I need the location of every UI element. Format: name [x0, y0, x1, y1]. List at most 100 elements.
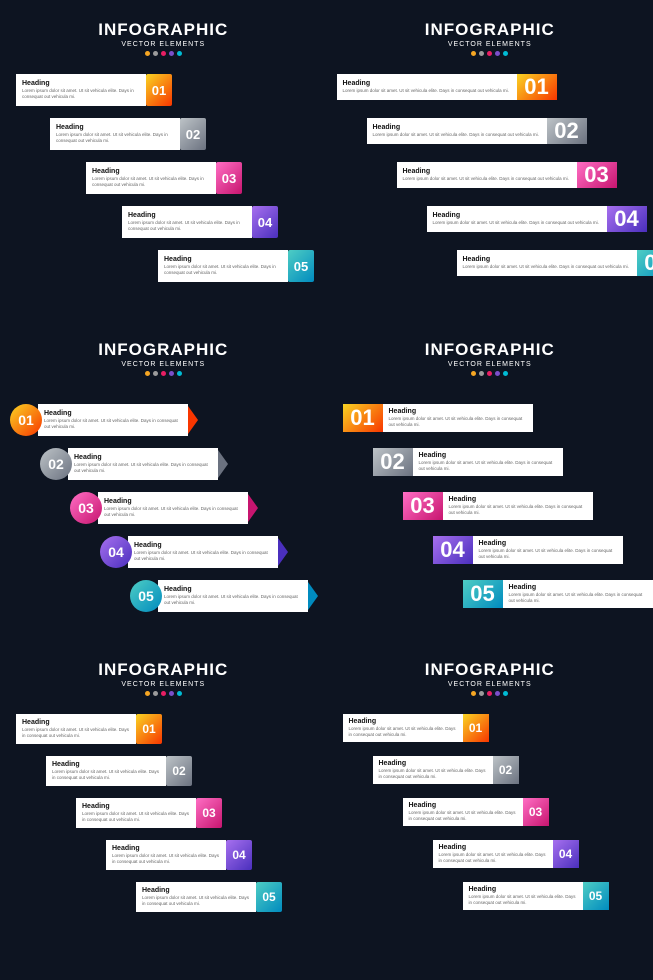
- palette-dot: [177, 371, 182, 376]
- step-number: 02: [166, 756, 192, 786]
- arrow-icon: [278, 538, 288, 566]
- step: HeadingLorem ipsum dolor sit amet. Ut si…: [76, 798, 222, 828]
- step-card: HeadingLorem ipsum dolor sit amet. Ut si…: [50, 118, 180, 150]
- step-body: Lorem ipsum dolor sit amet. Ut sit vehic…: [349, 726, 457, 738]
- step-heading: Heading: [142, 887, 250, 894]
- step: HeadingLorem ipsum dolor sit amet. Ut si…: [373, 756, 519, 784]
- step: 02HeadingLorem ipsum dolor sit amet. Ut …: [40, 448, 228, 480]
- palette-dots: [471, 371, 508, 376]
- step-heading: Heading: [56, 124, 174, 131]
- palette-dot: [169, 51, 174, 56]
- panel-e: INFOGRAPHIC VECTOR ELEMENTS HeadingLorem…: [0, 650, 327, 970]
- arrow-icon: [308, 582, 318, 610]
- palette-dots: [471, 51, 508, 56]
- step-heading: Heading: [128, 212, 246, 219]
- step-heading: Heading: [479, 540, 617, 547]
- step: 04HeadingLorem ipsum dolor sit amet. Ut …: [433, 536, 623, 564]
- step-heading: Heading: [92, 168, 210, 175]
- palette-dot: [487, 691, 492, 696]
- step-number-tab: 05: [288, 250, 314, 282]
- step: 01HeadingLorem ipsum dolor sit amet. Ut …: [10, 404, 198, 436]
- step-heading: Heading: [349, 718, 457, 725]
- step-heading: Heading: [409, 802, 517, 809]
- panel-c: INFOGRAPHIC VECTOR ELEMENTS 01HeadingLor…: [0, 330, 327, 650]
- step: HeadingLorem ipsum dolor sit amet. Ut si…: [457, 250, 653, 276]
- step-card: HeadingLorem ipsum dolor sit amet. Ut si…: [397, 162, 577, 188]
- step-number: 03: [523, 798, 549, 826]
- panel-grid: INFOGRAPHIC VECTOR ELEMENTS HeadingLorem…: [0, 0, 653, 980]
- step-body: Lorem ipsum dolor sit amet. Ut sit vehic…: [164, 264, 282, 276]
- step-heading: Heading: [433, 212, 601, 219]
- palette-dot: [145, 371, 150, 376]
- step-number: 05: [463, 580, 503, 608]
- steps-container: HeadingLorem ipsum dolor sit amet. Ut si…: [327, 714, 653, 970]
- step-body: Lorem ipsum dolor sit amet. Ut sit vehic…: [509, 592, 647, 604]
- step: 03HeadingLorem ipsum dolor sit amet. Ut …: [403, 492, 593, 520]
- step-heading: Heading: [449, 496, 587, 503]
- palette-dot: [471, 691, 476, 696]
- step-body: Lorem ipsum dolor sit amet. Ut sit vehic…: [44, 418, 182, 430]
- arrow-icon: [248, 494, 258, 522]
- step: HeadingLorem ipsum dolor sit amet. Ut si…: [16, 74, 172, 106]
- steps-container: HeadingLorem ipsum dolor sit amet. Ut si…: [0, 74, 327, 330]
- palette-dot: [153, 691, 158, 696]
- steps-container: 01HeadingLorem ipsum dolor sit amet. Ut …: [0, 394, 327, 650]
- step-heading: Heading: [439, 844, 547, 851]
- panel-b: INFOGRAPHIC VECTOR ELEMENTS HeadingLorem…: [327, 10, 653, 330]
- step-card: HeadingLorem ipsum dolor sit amet. Ut si…: [457, 250, 637, 276]
- step-card: HeadingLorem ipsum dolor sit amet. Ut si…: [473, 536, 623, 564]
- step-card: HeadingLorem ipsum dolor sit amet. Ut si…: [86, 162, 216, 194]
- step-number: 03: [577, 162, 617, 188]
- palette-dot: [145, 691, 150, 696]
- step-body: Lorem ipsum dolor sit amet. Ut sit vehic…: [52, 769, 160, 781]
- step: HeadingLorem ipsum dolor sit amet. Ut si…: [343, 714, 489, 742]
- step-body: Lorem ipsum dolor sit amet. Ut sit vehic…: [112, 853, 220, 865]
- step-number-circle: 01: [10, 404, 42, 436]
- step-number: 01: [136, 714, 162, 744]
- palette-dot: [161, 691, 166, 696]
- step-card: HeadingLorem ipsum dolor sit amet. Ut si…: [383, 404, 533, 432]
- step-heading: Heading: [104, 498, 242, 505]
- steps-container: HeadingLorem ipsum dolor sit amet. Ut si…: [327, 74, 653, 330]
- palette-dot: [479, 691, 484, 696]
- palette-dots: [145, 691, 182, 696]
- steps-container: Heading Lorem ipsum dolor sit amet. Ut si…: [0, 714, 327, 970]
- step-card: HeadingLorem ipsum dolor sit amet. Ut si…: [443, 492, 593, 520]
- step-number-tab: 03: [216, 162, 242, 194]
- step-body: Lorem ipsum dolor sit amet. Ut sit vehic…: [373, 132, 541, 138]
- step-card: HeadingLorem ipsum dolor sit amet. Ut si…: [427, 206, 607, 232]
- step-heading: Heading: [134, 542, 272, 549]
- palette-dot: [487, 371, 492, 376]
- step-number-tab: 04: [252, 206, 278, 238]
- step-heading: Heading: [44, 410, 182, 417]
- step-number-circle: 03: [70, 492, 102, 524]
- step-number-circle: 04: [100, 536, 132, 568]
- step-heading: Heading: [373, 124, 541, 131]
- palette-dot: [503, 371, 508, 376]
- step-number: 01: [463, 714, 489, 742]
- palette-dot: [487, 51, 492, 56]
- step-heading: Heading: [469, 886, 577, 893]
- step-number: 03: [403, 492, 443, 520]
- step-body: Lorem ipsum dolor sit amet. Ut sit vehic…: [479, 548, 617, 560]
- step-number-tab: 02: [180, 118, 206, 150]
- step: HeadingLorem ipsum dolor sit amet. Ut si…: [86, 162, 242, 194]
- step-number-circle: 02: [40, 448, 72, 480]
- step: HeadingLorem ipsum dolor sit amet. Ut si…: [16, 714, 162, 744]
- step: HeadingLorem ipsum dolor sit amet. Ut si…: [403, 798, 549, 826]
- palette-dot: [145, 51, 150, 56]
- steps-container: 01HeadingLorem ipsum dolor sit amet. Ut …: [327, 394, 653, 650]
- step-heading: Heading: [164, 256, 282, 263]
- title: INFOGRAPHIC: [425, 660, 555, 680]
- subtitle: VECTOR ELEMENTS: [448, 41, 532, 48]
- step: HeadingLorem ipsum dolor sit amet. Ut si…: [337, 74, 557, 100]
- step: 03HeadingLorem ipsum dolor sit amet. Ut …: [70, 492, 258, 524]
- step-number: 05: [637, 250, 653, 276]
- step-body: Lorem ipsum dolor sit amet. Ut sit vehic…: [403, 176, 571, 182]
- subtitle: VECTOR ELEMENTS: [448, 681, 532, 688]
- step: HeadingLorem ipsum dolor sit amet. Ut si…: [463, 882, 609, 910]
- step-card: HeadingLorem ipsum dolor sit amet. Ut si…: [98, 492, 248, 524]
- step-number: 02: [493, 756, 519, 784]
- step-card: HeadingLorem ipsum dolor sit amet. Ut si…: [463, 882, 583, 910]
- step-heading: Heading: [74, 454, 212, 461]
